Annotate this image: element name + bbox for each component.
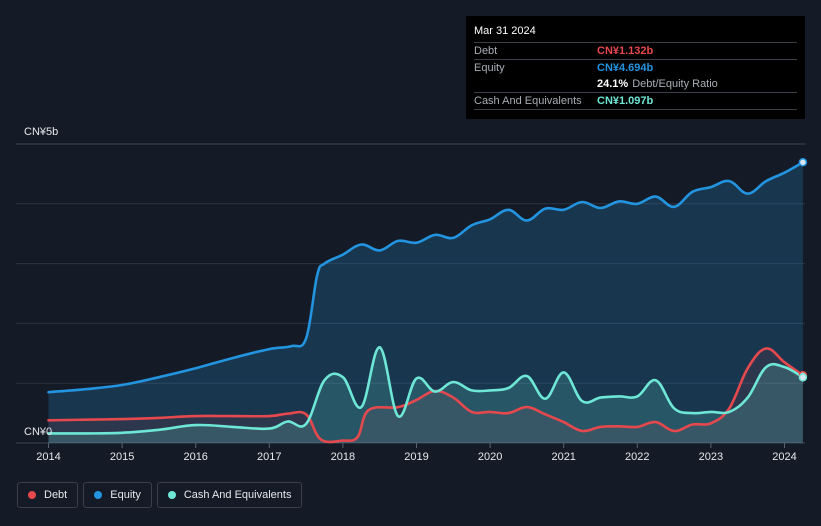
tooltip-ratio-value: 24.1% [597,78,629,90]
tooltip-ratio-label: Debt/Equity Ratio [632,78,718,90]
x-tick-label: 2022 [625,451,649,463]
tooltip-equity-row: Equity CN¥4.694b [474,59,797,76]
y-axis-top-label: CN¥5b [24,126,58,138]
legend-item-cash[interactable]: Cash And Equivalents [156,482,303,508]
tooltip-equity-value: CN¥4.694b [597,62,654,74]
series-areas [48,162,803,444]
x-tick-label: 2019 [404,451,428,463]
tooltip-debt-value: CN¥1.132b [597,45,654,57]
tooltip-date: Mar 31 2024 [474,25,536,37]
tooltip-ratio-row: 24.1% Debt/Equity Ratio [474,76,797,92]
legend-item-debt[interactable]: Debt [17,482,79,508]
debt-line [47,347,805,444]
equity-area [48,162,803,444]
x-tick-label: 2016 [183,451,207,463]
x-tick-label: 2023 [699,451,723,463]
x-tick-label: 2021 [551,451,575,463]
tooltip-equity-label: Equity [474,62,505,74]
tooltip-debt-row: Debt CN¥1.132b [474,42,797,59]
cash-and-equivalents-line [47,345,805,435]
tooltip-cash-value: CN¥1.097b [597,95,654,107]
tooltip-debt-label: Debt [474,45,498,57]
cash-and-equivalents-end-marker [798,373,808,382]
x-tick-label: 2014 [36,451,60,463]
tooltip-cash-label: Cash And Equivalents [474,95,582,107]
x-tick-label: 2020 [478,451,502,463]
legend: Debt Equity Cash And Equivalents [17,482,303,508]
x-tick-label: 2024 [772,451,796,463]
legend-item-equity[interactable]: Equity [83,482,152,508]
tooltip-cash-row: Cash And Equivalents CN¥1.097b [474,92,797,110]
x-tick-label: 2015 [110,451,134,463]
x-axis: 2014 2015 2016 2017 2018 2019 2020 2021 2022 2023… [36,443,797,463]
end-markers [798,158,808,382]
cash-dot-icon [167,491,176,499]
x-tick-label: 2017 [257,451,281,463]
x-tick-label: 2018 [331,451,355,463]
equity-dot-icon [94,491,103,499]
legend-equity-label: Equity [110,489,141,501]
y-axis-bottom-label: CN¥0 [24,426,52,438]
series-lines [47,161,805,444]
data-tooltip: Mar 31 2024 Debt CN¥1.132b Equity CN¥4.6… [466,16,805,119]
grid-lines [16,143,805,444]
equity-line [47,161,805,394]
legend-debt-label: Debt [44,489,68,501]
debt-dot-icon [28,491,36,499]
legend-cash-label: Cash And Equivalents [183,489,292,501]
equity-end-marker [798,158,808,167]
